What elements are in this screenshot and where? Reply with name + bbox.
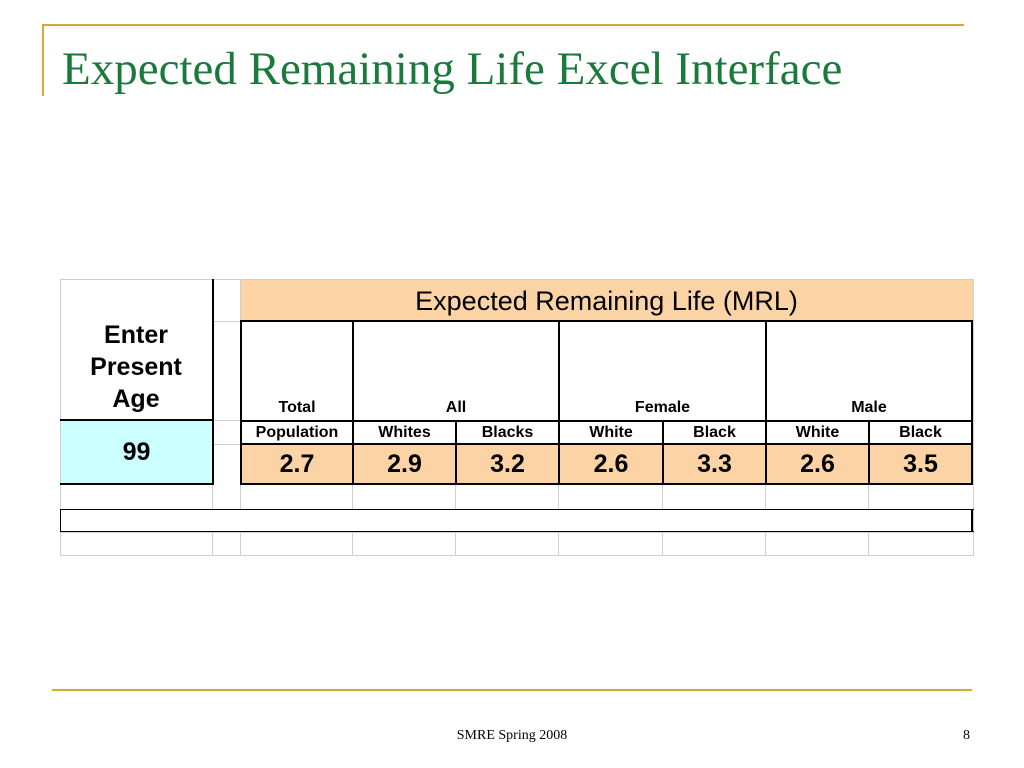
enter-age-label: Enter Present Age (90, 321, 182, 413)
subheader-all-whites: Whites (378, 424, 431, 441)
subheader-male-black: Black (899, 424, 942, 441)
value-female-black: 3.3 (697, 450, 732, 478)
value-all-whites: 2.9 (387, 450, 422, 478)
present-age-input[interactable]: 99 (122, 438, 151, 466)
slide-title: Expected Remaining Life Excel Interface (62, 43, 843, 95)
slide-frame-bottom-line (52, 689, 972, 691)
subheader-all-blacks: Blacks (481, 424, 534, 441)
slide-frame-top-line (42, 24, 964, 26)
value-female-white: 2.6 (593, 450, 629, 478)
mrl-header: Expected Remaining Life (MRL) (415, 286, 798, 316)
slide-footer: SMRE Spring 2008 (456, 728, 568, 743)
value-male-black: 3.5 (903, 450, 938, 478)
slide-frame-left-line (42, 24, 44, 96)
value-all-blacks: 3.2 (490, 450, 525, 478)
value-male-white: 2.6 (800, 450, 835, 478)
spreadsheet: Expected Remaining Life (MRL) Enter Pres… (60, 279, 974, 557)
mrl-header-fill (240, 280, 973, 321)
age-input-fill (61, 420, 212, 484)
values-row-fill (240, 444, 973, 484)
subheader-male-white: White (795, 424, 840, 441)
value-total-population: 2.7 (279, 450, 315, 478)
subheader-female-black: Black (693, 424, 736, 441)
group-male: Male (851, 399, 887, 416)
group-all: All (445, 399, 467, 416)
group-female: Female (634, 399, 691, 416)
subheader-female-white: White (589, 424, 633, 441)
page-number: 8 (963, 728, 970, 743)
group-total: Total (278, 399, 316, 416)
subheader-population: Population (255, 424, 339, 441)
